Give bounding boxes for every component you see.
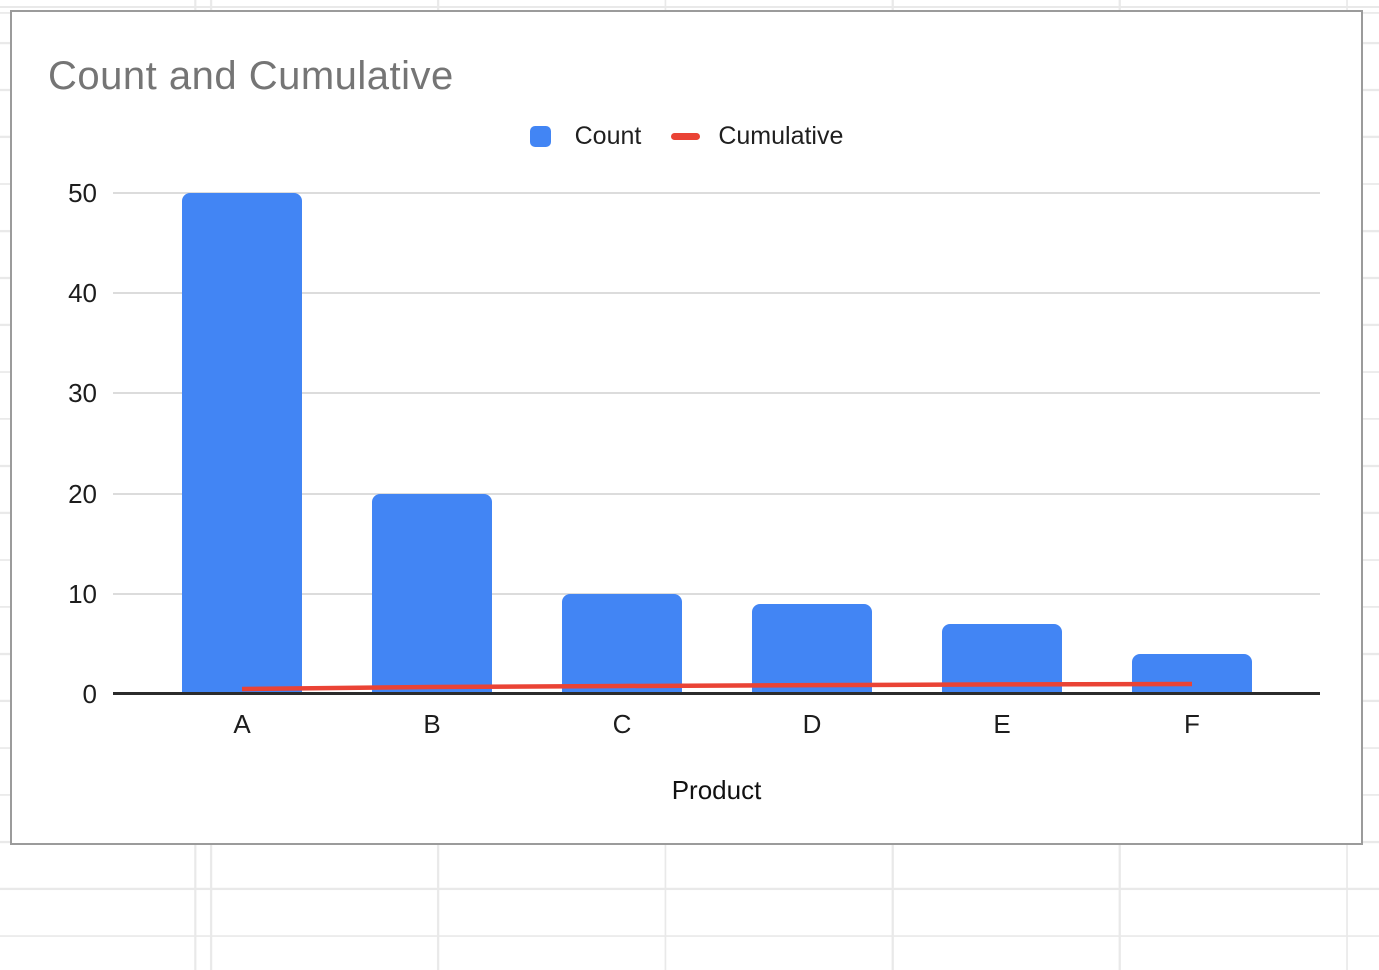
gridline-20 — [113, 492, 1320, 495]
sheet-row-divider — [0, 6, 1379, 8]
bar-D[interactable] — [752, 603, 872, 694]
legend-label-cumulative: Cumulative — [718, 121, 844, 150]
x-tick-label-B: B — [423, 709, 441, 739]
x-tick-label-D: D — [802, 709, 822, 739]
x-tick-label-C: C — [612, 709, 632, 739]
y-tick-label-0: 0 — [82, 679, 97, 709]
x-tick-label-F: F — [1184, 709, 1200, 739]
gridline-50 — [113, 192, 1320, 194]
y-tick-label-30: 30 — [68, 378, 97, 409]
gridline-10 — [113, 592, 1320, 595]
cumulative-series-swatch-icon — [671, 132, 701, 140]
y-tick-label-10: 10 — [68, 578, 97, 609]
y-tick-label-50: 50 — [68, 178, 97, 208]
y-tick-label-40: 40 — [68, 278, 97, 309]
y-tick-label-20: 20 — [68, 478, 97, 509]
x-axis-title: Product — [671, 775, 762, 805]
legend-item-count: Count — [529, 121, 642, 151]
legend-label-count: Count — [574, 121, 642, 150]
chart-legend: Count Cumulative — [12, 122, 1361, 150]
bar-A[interactable] — [182, 193, 302, 694]
cumulative-line — [241, 681, 1193, 692]
bar-F[interactable] — [1132, 653, 1252, 694]
embedded-chart-card[interactable]: Count and Cumulative Count Cumulative 0 1… — [10, 10, 1363, 845]
legend-item-cumulative: Cumulative — [671, 122, 843, 151]
plot-area — [113, 192, 1320, 695]
bar-C[interactable] — [562, 593, 682, 694]
x-tick-label-E: E — [993, 709, 1011, 739]
chart-title: Count and Cumulative — [48, 54, 454, 98]
gridline-30 — [113, 392, 1320, 395]
count-series-swatch-icon — [529, 125, 551, 147]
x-tick-label-A: A — [233, 709, 251, 739]
bar-B[interactable] — [372, 493, 492, 694]
x-axis-line — [113, 692, 1320, 695]
gridline-40 — [113, 292, 1320, 295]
